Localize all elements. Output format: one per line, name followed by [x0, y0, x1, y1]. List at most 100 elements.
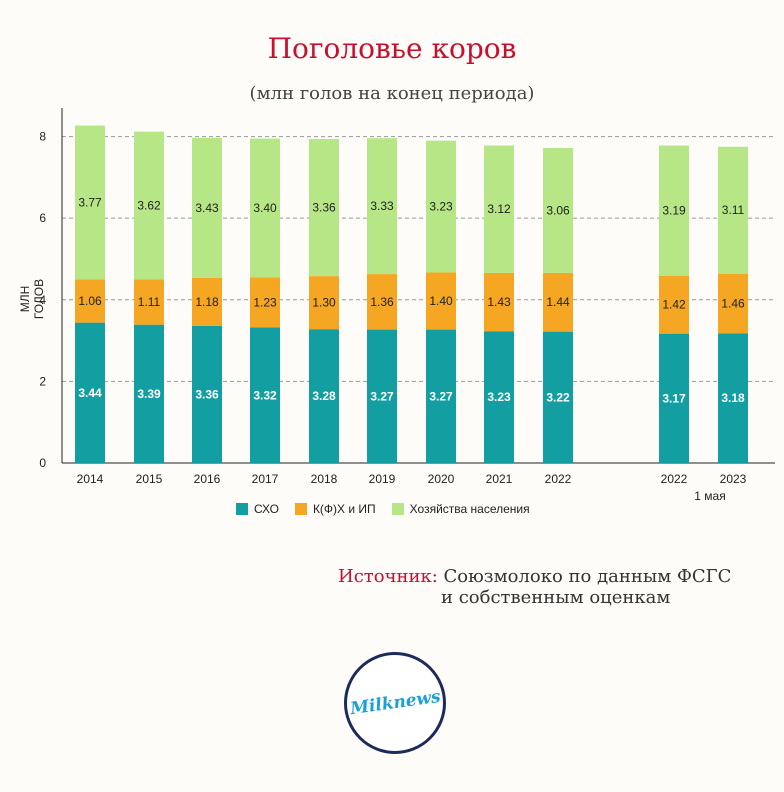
data-label: 1.11 [138, 295, 161, 309]
x-tick-label: 2015 [136, 472, 163, 486]
bar-segment [426, 272, 456, 330]
legend-swatch-sho [236, 503, 248, 515]
bar-segment [134, 131, 164, 280]
bar-segment [659, 275, 689, 334]
data-label: 1.36 [370, 295, 394, 309]
x-tick-label: 2023 [720, 472, 747, 486]
bar-segment [192, 277, 222, 326]
stacked-bar-chart: 0 2 4 6 8 3.44 1.06 3.77 2014 3.39 1.11 3.62 2015 3.3… [39, 108, 775, 486]
source-text-1: Союзмолоко по данным ФСГС [437, 566, 732, 587]
data-label: 3.62 [137, 199, 161, 213]
x-tick-label: 2014 [77, 472, 104, 486]
data-label: 3.33 [370, 199, 394, 213]
data-label: 3.44 [78, 386, 102, 400]
data-label: 3.28 [312, 389, 336, 403]
data-label: 3.23 [487, 390, 511, 404]
bar-segment [192, 137, 222, 278]
legend-item-sho: СХО [236, 502, 279, 516]
category-note: 1 мая [694, 489, 726, 503]
x-tick-label: 2016 [194, 472, 221, 486]
data-label: 1.30 [312, 296, 336, 310]
x-tick-label: 2021 [486, 472, 513, 486]
data-label: 3.36 [195, 387, 219, 401]
bar-segment [134, 279, 164, 325]
source-line-1: Источник: Союзмолоко по данным ФСГС [338, 566, 731, 587]
data-label: 3.40 [253, 201, 277, 215]
data-label: 3.23 [429, 200, 453, 214]
bar-segment [367, 138, 397, 275]
bar-segment [367, 274, 397, 330]
bar-segment [718, 146, 748, 274]
data-label: 1.43 [487, 295, 511, 309]
bar-segment [484, 145, 514, 273]
data-label: 1.44 [546, 295, 570, 309]
y-tick-label: 0 [39, 456, 46, 470]
legend-item-kfh: К(Ф)Х и ИП [294, 502, 376, 516]
data-label: 1.46 [721, 296, 745, 310]
data-label: 3.39 [137, 387, 161, 401]
bar-segment [367, 329, 397, 463]
bar-segment [192, 325, 222, 463]
data-label: 1.23 [253, 295, 277, 309]
bar-segment [75, 322, 105, 463]
legend-label-kfh: К(Ф)Х и ИП [312, 502, 376, 516]
data-label: 3.32 [253, 388, 277, 402]
legend-item-households: Хозяйства населения [391, 502, 530, 516]
data-label: 1.06 [78, 294, 102, 308]
data-label: 3.12 [487, 202, 511, 216]
bar-segment [75, 125, 105, 280]
y-tick-label: 8 [39, 130, 46, 144]
bar-segment [484, 331, 514, 463]
data-label: 3.36 [312, 201, 336, 215]
x-tick-label: 2019 [369, 472, 396, 486]
legend-swatch-households [391, 503, 404, 515]
bar-segment [75, 279, 105, 323]
legend: СХО К(Ф)Х и ИП Хозяйства населения [236, 502, 546, 516]
bar-segment [659, 333, 689, 463]
bar-segment [134, 324, 164, 463]
milknews-logo: Milknews [344, 652, 446, 754]
legend-label-households: Хозяйства населения [409, 502, 530, 516]
x-tick-label: 2018 [311, 472, 338, 486]
bar-segment [309, 276, 339, 330]
x-tick-label: 2022 [661, 472, 688, 486]
data-label: 3.27 [370, 389, 394, 403]
bar-segment [250, 327, 280, 463]
x-tick-label: 2020 [428, 472, 455, 486]
y-tick-label: 6 [39, 211, 46, 225]
bar-segment [659, 145, 689, 276]
data-label: 1.42 [662, 298, 686, 312]
bar-segment [543, 331, 573, 463]
bar-segment [543, 147, 573, 273]
legend-swatch-kfh [294, 503, 307, 515]
data-label: 3.27 [429, 389, 453, 403]
bar-segment [309, 139, 339, 277]
bar-segment [426, 329, 456, 463]
data-label: 3.43 [195, 201, 219, 215]
chart-subtitle: (млн голов на конец периода) [249, 83, 535, 104]
data-label: 3.11 [722, 203, 745, 217]
y-tick-label: 2 [39, 374, 46, 388]
bar-segment [543, 272, 573, 332]
data-label: 3.77 [78, 195, 102, 209]
data-label: 1.18 [195, 295, 219, 309]
bar-segment [718, 333, 748, 463]
bar-segment [250, 138, 280, 278]
bar-segment [250, 277, 280, 328]
x-tick-label: 2022 [545, 472, 572, 486]
logo-text: Milknews [348, 686, 442, 720]
data-label: 1.40 [429, 294, 453, 308]
legend-label-sho: СХО [254, 502, 279, 516]
bar-segment [309, 329, 339, 463]
bar-segment [718, 273, 748, 334]
data-label: 3.17 [662, 391, 686, 405]
bar-segment [484, 272, 514, 332]
data-label: 3.19 [662, 204, 686, 218]
source-line-2: и собственным оценкам [441, 587, 671, 608]
bar-segment [426, 140, 456, 273]
y-axis-label: МЛН ГОЛОВ [18, 278, 46, 320]
chart-title: Поголовье коров [267, 32, 517, 65]
source-note: Источник: Союзмолоко по данным ФСГС и со… [338, 566, 731, 608]
y-tick-label: 4 [39, 293, 46, 307]
data-label: 3.22 [546, 390, 570, 404]
